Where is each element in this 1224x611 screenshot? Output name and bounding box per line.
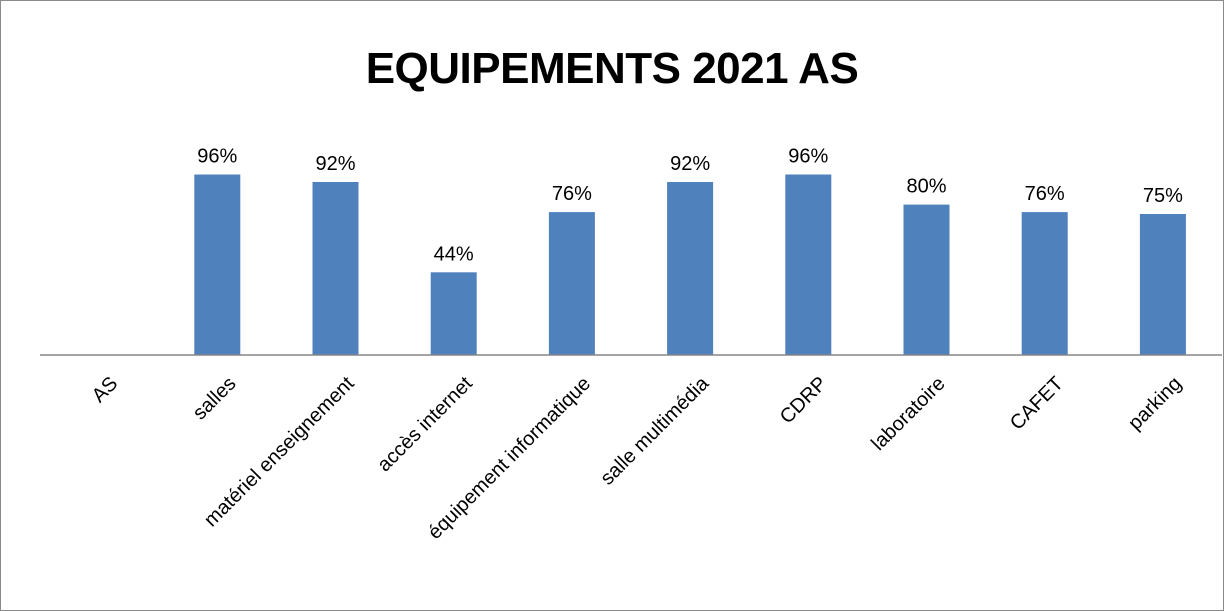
value-label-5: 92% bbox=[670, 153, 710, 175]
value-label-7: 80% bbox=[906, 176, 946, 198]
bar-5 bbox=[667, 182, 714, 355]
category-label-0: AS bbox=[88, 373, 122, 407]
category-label-6: CDRP bbox=[776, 373, 832, 429]
category-label-1: salles bbox=[189, 373, 241, 425]
bar-2 bbox=[312, 182, 359, 355]
value-label-8: 76% bbox=[1025, 183, 1065, 205]
category-label-5: salle multimédia bbox=[596, 372, 714, 490]
bar-7 bbox=[903, 204, 950, 355]
category-label-3: accès internet bbox=[373, 372, 477, 476]
category-label-8: CAFET bbox=[1006, 373, 1068, 435]
bar-9 bbox=[1139, 214, 1186, 355]
bar-1 bbox=[194, 174, 241, 355]
bar-6 bbox=[785, 174, 832, 355]
value-label-2: 92% bbox=[315, 153, 355, 175]
value-labels-group: 96% 92% 44% 76% 92% 96% 80% 76% 75% bbox=[197, 146, 1183, 266]
bar-4 bbox=[548, 212, 595, 355]
value-label-3: 44% bbox=[434, 243, 474, 265]
value-label-4: 76% bbox=[552, 183, 592, 205]
chart-title: EQUIPEMENTS 2021 AS bbox=[365, 44, 859, 93]
bar-8 bbox=[1021, 212, 1068, 355]
value-label-9: 75% bbox=[1143, 185, 1183, 207]
category-label-7: laboratoire bbox=[867, 373, 949, 455]
category-label-9: parking bbox=[1124, 373, 1186, 435]
bars-group bbox=[194, 174, 1186, 355]
bar-3 bbox=[430, 272, 477, 355]
value-label-1: 96% bbox=[197, 146, 237, 168]
value-label-6: 96% bbox=[788, 146, 828, 168]
